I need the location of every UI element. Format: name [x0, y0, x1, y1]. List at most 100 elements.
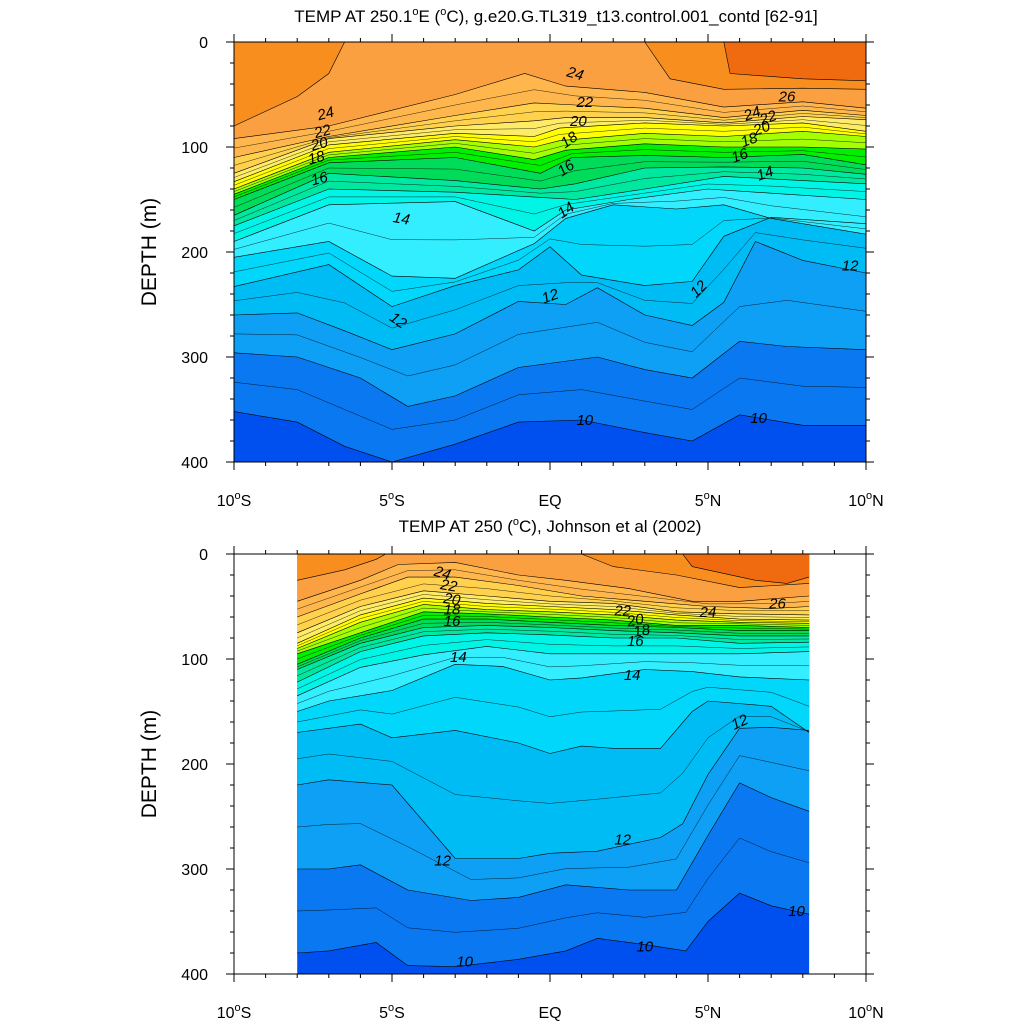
panel-obs-fills — [297, 554, 810, 974]
contour-line-minor-5 — [233, 183, 867, 234]
contour-label-18-3: 18 — [306, 147, 327, 168]
panel-obs-xtick-10N: 10oN — [848, 1002, 883, 1022]
contour-label-22-1: 22 — [438, 576, 459, 596]
contour-line-25-16 — [644, 41, 867, 90]
panel-obs-x-ticklabels: 10oS 5oS EQ 5oN 10oN — [217, 1002, 884, 1022]
contour-line-11-1 — [297, 782, 810, 901]
panel-model-xtick-10N: 10oN — [848, 490, 883, 510]
contour-line-18-8 — [297, 618, 810, 665]
panel-obs-ylabel: DEPTH (m) — [138, 710, 161, 819]
contour-line-10-0 — [233, 411, 866, 463]
panel-model-xtick-5S: 5oS — [379, 490, 405, 510]
contour-label-26-21: 26 — [778, 89, 796, 106]
contour-label-12-23: 12 — [842, 258, 859, 275]
contour-line-minor-2 — [233, 232, 867, 329]
contour-line-16-6 — [233, 176, 867, 227]
contour-line-minor-5 — [297, 639, 810, 690]
contour-label-10-18: 10 — [788, 903, 805, 920]
contour-label-24-15: 24 — [699, 604, 717, 621]
contour-line-minor-6 — [297, 628, 810, 676]
contour-label-14-12: 14 — [554, 199, 577, 222]
contour-line-25-15 — [297, 553, 386, 581]
panel-model-xtick-10S: 10oS — [217, 490, 252, 510]
panel-model-fills — [234, 42, 866, 462]
contour-label-24-0: 24 — [315, 104, 336, 125]
contour-label-12-13: 12 — [614, 832, 631, 849]
contour-label-12-17: 12 — [729, 711, 752, 734]
panel-obs-title: TEMP AT 250 (oC), Johnson et al (2002) — [399, 516, 702, 536]
contour-line-minor-1 — [297, 755, 810, 880]
contour-line-minor-9 — [297, 607, 810, 652]
contour-label-12-6: 12 — [434, 853, 451, 870]
panel-model-contour-lines — [233, 41, 867, 463]
panel-model-ytick-200: 200 — [181, 245, 208, 262]
contour-line-23-13 — [297, 576, 810, 618]
contour-label-24-7: 24 — [564, 63, 585, 84]
contour-line-13-3 — [297, 700, 810, 754]
contour-line-minor-3 — [297, 686, 810, 723]
contour-line-14-4 — [297, 663, 810, 712]
contour-line-minor-13 — [297, 569, 810, 610]
panel-model-ylabel: DEPTH (m) — [138, 198, 161, 307]
contour-label-16-19: 16 — [729, 145, 751, 167]
contour-line-minor-11 — [297, 594, 810, 639]
contour-line-22-12 — [297, 590, 810, 634]
contour-line-minor-10 — [297, 601, 810, 647]
contour-line-17-7 — [297, 625, 810, 670]
contour-line-25-15 — [233, 41, 345, 127]
contour-label-14-12: 14 — [624, 667, 641, 684]
contour-line-16-6 — [297, 632, 810, 683]
contour-label-26-16: 26 — [768, 595, 786, 612]
contour-line-minor-9 — [233, 138, 867, 192]
panel-model-ytick-400: 400 — [181, 455, 208, 472]
contour-line-24-14 — [297, 562, 810, 602]
contour-line-minor-4 — [233, 197, 867, 250]
panel-model-ytick-100: 100 — [181, 140, 208, 157]
contour-line-17-7 — [233, 166, 867, 216]
panel-model-ytick-300: 300 — [181, 350, 208, 367]
contour-line-26-17 — [723, 41, 867, 82]
panel-obs-xtick-5N: 5oN — [695, 1002, 722, 1022]
contour-label-20-9: 20 — [569, 113, 587, 130]
panel-model-xtick-eq: EQ — [538, 493, 561, 510]
contour-label-24-15: 24 — [741, 103, 763, 125]
contour-line-minor-10 — [233, 126, 867, 186]
contour-line-minor-4 — [297, 657, 810, 704]
contour-label-16-4: 16 — [309, 168, 330, 189]
panel-model-ytick-0: 0 — [199, 35, 208, 52]
contour-label-14-5: 14 — [392, 209, 411, 229]
contour-line-21-11 — [233, 122, 867, 182]
panel-obs-ytick-100: 100 — [181, 652, 208, 669]
contour-line-minor-6 — [233, 171, 867, 221]
contour-line-12-2 — [297, 726, 810, 859]
contour-line-24-14 — [233, 73, 867, 139]
contour-label-10-14: 10 — [636, 939, 653, 956]
fill-band-26-17 — [723, 42, 866, 81]
panel-obs: TEMP AT 250 (oC), Johnson et al (2002) D… — [138, 516, 884, 1022]
contour-line-22-12 — [233, 116, 867, 174]
contour-label-10-7: 10 — [456, 953, 473, 970]
panel-model-xtick-5N: 5oN — [695, 490, 722, 510]
contour-label-20-17: 20 — [750, 118, 773, 140]
contour-line-minor-0 — [233, 377, 867, 430]
contour-label-10-14: 10 — [576, 412, 593, 429]
panel-obs-ytick-200: 200 — [181, 757, 208, 774]
contour-label-14-20: 14 — [754, 163, 775, 185]
panel-obs-xtick-5S: 5oS — [379, 1002, 405, 1022]
panel-obs-ticks — [226, 546, 874, 982]
contour-line-20-10 — [233, 130, 867, 190]
panel-obs-contour-lines — [297, 553, 810, 968]
panel-model: TEMP AT 250.1oE (oC), g.e20.G.TL319_t13.… — [138, 6, 884, 510]
contour-line-23-13 — [233, 102, 867, 158]
contour-label-18-18: 18 — [739, 129, 761, 151]
panel-obs-y-ticklabels: 0 100 200 300 400 — [181, 547, 208, 984]
contour-line-minor-2 — [297, 715, 810, 804]
contour-label-24-0: 24 — [431, 563, 452, 584]
contour-label-10-24: 10 — [750, 410, 767, 427]
contour-label-16-4: 16 — [444, 613, 461, 630]
fill-band-25-15 — [234, 42, 345, 126]
contour-line-minor-12 — [233, 110, 867, 166]
panel-model-x-ticklabels: 10oS 5oS EQ 5oN 10oN — [217, 490, 884, 510]
contour-line-14-4 — [233, 204, 867, 279]
